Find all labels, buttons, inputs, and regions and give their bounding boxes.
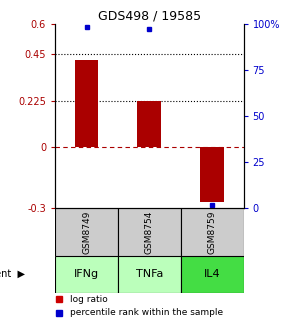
Bar [181,256,244,293]
Text: agent  ▶: agent ▶ [0,269,26,279]
Text: GSM8754: GSM8754 [145,210,154,254]
Text: GSM8759: GSM8759 [208,210,217,254]
Text: log ratio: log ratio [70,295,108,304]
Title: GDS498 / 19585: GDS498 / 19585 [98,9,201,23]
Text: percentile rank within the sample: percentile rank within the sample [70,308,223,317]
Bar [118,256,181,293]
Bar [75,60,98,147]
Bar [118,208,181,256]
Bar [200,147,224,202]
Bar [55,208,118,256]
Bar [55,256,118,293]
Text: GSM8749: GSM8749 [82,210,91,254]
Text: IL4: IL4 [204,269,220,279]
Text: TNFa: TNFa [136,269,163,279]
Bar [181,208,244,256]
Bar [137,100,161,147]
Text: IFNg: IFNg [74,269,99,279]
